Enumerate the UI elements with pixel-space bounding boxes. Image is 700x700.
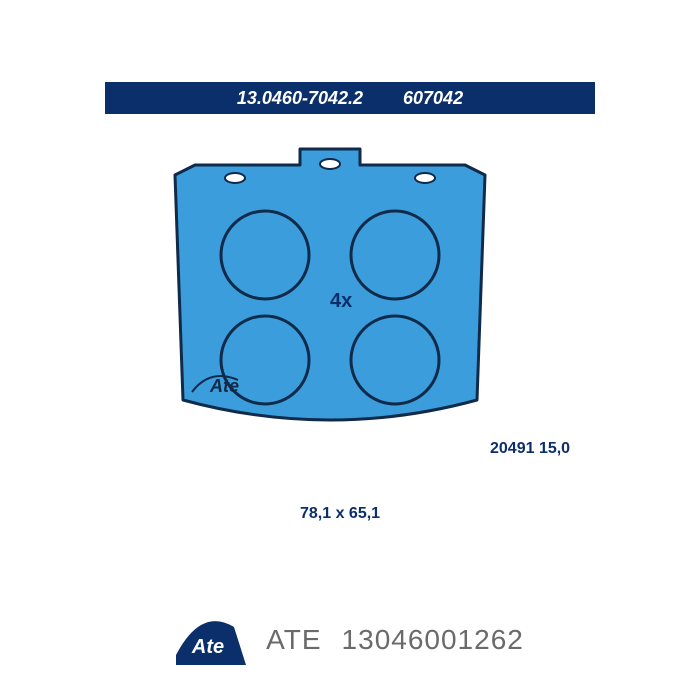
header-bar: 13.0460-7042.2 607042 [105,82,595,114]
side-code-label: 20491 15,0 [490,440,570,458]
quantity-label: 4x [330,290,352,313]
footer-brand: ATE [266,624,321,656]
footer: Ate ATE 13046001262 [0,615,700,665]
part-number-secondary: 607042 [403,88,463,109]
dimensions-label: 78,1 x 65,1 [300,505,380,523]
svg-text:Ate: Ate [191,636,224,658]
footer-code: 13046001262 [342,624,524,656]
ate-logo-icon: Ate [176,615,246,665]
part-number-primary: 13.0460-7042.2 [237,88,363,109]
